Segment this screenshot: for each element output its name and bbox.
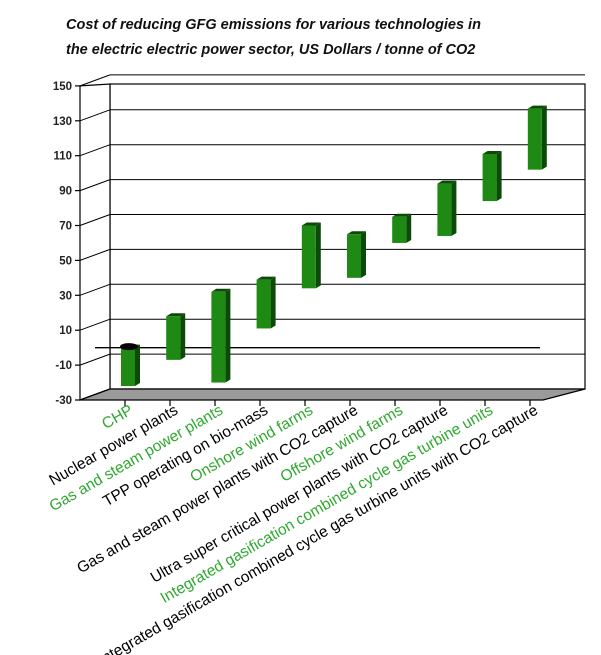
bar-side [541, 105, 547, 170]
y-tick-label: 10 [59, 325, 72, 337]
bar-front [301, 225, 316, 289]
bar-top [347, 231, 366, 235]
bar-front [121, 347, 135, 387]
plot-frame [79, 83, 586, 401]
chart-title-line-1: Cost of reducing GFG emissions for vario… [66, 17, 481, 33]
bar-top [256, 276, 276, 280]
gridline-side [79, 214, 111, 226]
chart-title: Cost of reducing GFG emissions for vario… [66, 13, 596, 63]
bar [482, 150, 502, 202]
y-tick-label: 150 [53, 81, 72, 93]
y-tick-label: 130 [53, 116, 72, 128]
bar-top [482, 150, 502, 154]
bar-side [496, 150, 502, 202]
gridline-side [79, 74, 111, 87]
y-tick-label: 110 [53, 151, 72, 163]
gridline-side [79, 318, 111, 331]
gridline-side [79, 353, 111, 366]
floor [79, 388, 586, 401]
bar-top [301, 222, 321, 226]
y-tick-label: 30 [59, 290, 72, 302]
bar-top [437, 180, 457, 184]
bar-side [406, 213, 412, 243]
bar [392, 213, 412, 243]
gridline-side [79, 248, 111, 261]
bar [301, 222, 321, 289]
y-tick-label: 70 [59, 221, 72, 233]
bar-side [225, 288, 231, 383]
bar-top [527, 105, 547, 109]
bar-front [211, 291, 226, 383]
bar-side [270, 276, 276, 329]
bar-side [135, 344, 140, 387]
y-tick-label: -30 [55, 395, 72, 407]
bar-front [527, 108, 542, 170]
y-tick-label: -10 [55, 360, 72, 372]
bar-top [211, 288, 231, 292]
bar [256, 276, 276, 329]
bar [121, 344, 140, 387]
bar [211, 288, 231, 383]
y-tick-label: 50 [59, 255, 72, 267]
bar-front [347, 234, 361, 278]
bar [166, 313, 186, 360]
bar-side [361, 231, 366, 278]
bar-front [256, 279, 271, 329]
bar-top [392, 213, 412, 217]
gridline-side [79, 283, 111, 296]
bar-side [180, 313, 186, 360]
gridline-side [79, 179, 111, 192]
bar-front [392, 216, 407, 243]
bar-side [315, 222, 321, 289]
y-axis-ticks: 150 130 110 90 70 50 30 10 -10 -30 [53, 81, 80, 407]
gridline-side [79, 144, 111, 157]
bar-front [166, 316, 181, 360]
chart-title-line-2: the electric electric power sector, US D… [66, 42, 476, 58]
bars [120, 105, 547, 387]
bar-top [166, 313, 186, 317]
bar-side [451, 180, 457, 236]
gridline-side [79, 109, 111, 122]
side-wall [79, 83, 111, 401]
bar-front [482, 153, 497, 202]
y-tick-label: 90 [59, 186, 72, 198]
bar [347, 231, 366, 278]
bar [437, 180, 457, 236]
bar-front [437, 183, 452, 236]
bar-cap-marker [120, 343, 138, 351]
bar [527, 105, 547, 170]
